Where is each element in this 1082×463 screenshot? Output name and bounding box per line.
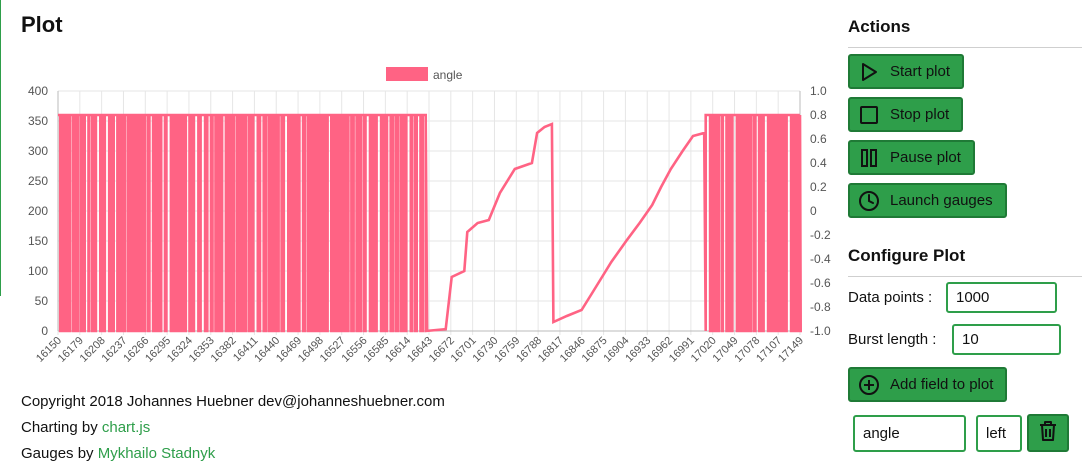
y-left-tick-label: 400	[28, 84, 48, 98]
charting-credit: Charting by chart.js	[21, 419, 150, 436]
x-tick-label: 17149	[776, 335, 806, 365]
legend-swatch-angle	[386, 67, 428, 81]
clock-icon	[858, 190, 880, 212]
y-right-tick-label: -0.4	[810, 252, 831, 266]
y-right-tick-label: 0.8	[810, 108, 827, 122]
y-left-tick-label: 200	[28, 204, 48, 218]
legend-label-angle: angle	[433, 68, 463, 82]
y-right-tick-label: 1.0	[810, 84, 827, 98]
start-plot-label: Start plot	[890, 63, 951, 80]
pause-plot-button[interactable]: Pause plot	[848, 140, 975, 175]
y-right-tick-label: 0.6	[810, 132, 827, 146]
actions-divider	[848, 47, 1082, 48]
burst-length-input[interactable]	[952, 324, 1061, 355]
field-name-input[interactable]	[853, 415, 966, 452]
y-left-tick-label: 50	[35, 294, 49, 308]
add-field-button[interactable]: Add field to plot	[848, 367, 1008, 402]
y-left-tick-label: 350	[28, 114, 48, 128]
pause-plot-label: Pause plot	[890, 149, 961, 166]
y-right-tick-label: -0.2	[810, 228, 831, 242]
plus-circle-icon	[858, 374, 880, 396]
y-right-tick-label: -1.0	[810, 324, 831, 338]
stop-plot-label: Stop plot	[890, 106, 950, 123]
y-left-tick-label: 100	[28, 264, 48, 278]
y-right-tick-label: 0	[810, 204, 817, 218]
configure-heading: Configure Plot	[848, 246, 966, 265]
y-left-tick-label: 150	[28, 234, 48, 248]
data-points-input[interactable]	[946, 282, 1057, 313]
y-left-tick-label: 300	[28, 144, 48, 158]
launch-gauges-button[interactable]: Launch gauges	[848, 183, 1007, 218]
chart-canvas: 0 50 100 150 200 250 300 350 400 -1.0 -0.8 -0.6 -0.4…	[28, 67, 831, 365]
angle-chart: 0 50 100 150 200 250 300 350 400 -1.0 -0.8 -0.6 -0.4…	[0, 55, 840, 385]
copyright-text: Copyright 2018 Johannes Huebner dev@joha…	[21, 393, 445, 410]
stop-icon	[858, 104, 880, 126]
left-border	[0, 0, 1, 296]
gauges-prefix: Gauges by	[21, 445, 98, 462]
burst-length-label: Burst length :	[848, 331, 937, 348]
play-icon	[858, 61, 880, 83]
actions-heading: Actions	[848, 17, 911, 36]
series-angle-line	[58, 113, 803, 333]
data-points-label: Data points :	[848, 289, 933, 306]
gauges-author-link[interactable]: Mykhailo Stadnyk	[97, 445, 216, 462]
y-right-tick-label: 0.4	[810, 156, 827, 170]
stop-plot-button[interactable]: Stop plot	[848, 97, 964, 132]
page-title: Plot	[21, 12, 63, 37]
y-left-tick-label: 0	[41, 324, 48, 338]
y-right-tick-label: -0.8	[810, 300, 831, 314]
y-left-tick-label: 250	[28, 174, 48, 188]
configure-divider	[848, 276, 1082, 277]
chartjs-link[interactable]: chart.js	[101, 419, 151, 436]
field-axis-input[interactable]	[976, 415, 1022, 452]
trash-icon	[1038, 420, 1058, 447]
gauges-credit: Gauges by Mykhailo Stadnyk	[21, 445, 215, 462]
add-field-label: Add field to plot	[890, 376, 994, 393]
start-plot-button[interactable]: Start plot	[848, 54, 965, 89]
charting-prefix: Charting by	[21, 419, 102, 436]
launch-gauges-label: Launch gauges	[890, 192, 993, 209]
y-right-tick-label: -0.6	[810, 276, 831, 290]
pause-icon	[858, 147, 880, 169]
y-right-tick-label: 0.2	[810, 180, 827, 194]
delete-field-button[interactable]	[1027, 414, 1069, 452]
